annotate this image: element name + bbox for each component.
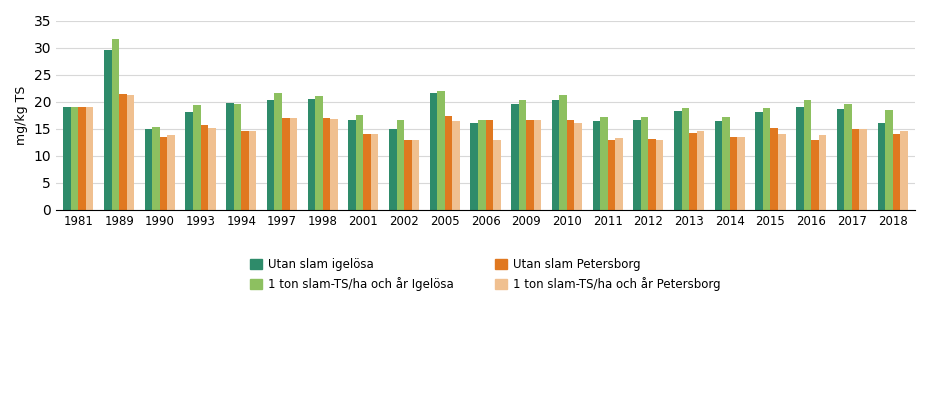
- Bar: [770, 128, 778, 210]
- Bar: [560, 95, 567, 210]
- Bar: [71, 107, 78, 210]
- Bar: [63, 107, 71, 210]
- Bar: [778, 134, 786, 210]
- Bar: [607, 139, 615, 210]
- Bar: [485, 120, 493, 210]
- Bar: [900, 131, 908, 210]
- Bar: [267, 100, 274, 210]
- Bar: [323, 118, 330, 210]
- Bar: [674, 112, 682, 210]
- Bar: [689, 133, 697, 210]
- Bar: [551, 100, 560, 210]
- Bar: [682, 108, 689, 210]
- Bar: [600, 117, 607, 210]
- Bar: [86, 107, 94, 210]
- Bar: [126, 95, 134, 210]
- Bar: [364, 134, 371, 210]
- Bar: [878, 123, 885, 210]
- Bar: [641, 117, 648, 210]
- Bar: [478, 120, 485, 210]
- Bar: [575, 123, 582, 210]
- Bar: [715, 121, 723, 210]
- Bar: [274, 93, 282, 210]
- Bar: [371, 134, 379, 210]
- Bar: [804, 99, 811, 210]
- Bar: [437, 91, 445, 210]
- Bar: [648, 139, 656, 210]
- Bar: [201, 126, 208, 210]
- Bar: [885, 110, 893, 210]
- Bar: [193, 105, 201, 210]
- Bar: [282, 118, 289, 210]
- Bar: [78, 107, 86, 210]
- Bar: [471, 123, 478, 210]
- Bar: [396, 120, 405, 210]
- Bar: [330, 119, 338, 210]
- Bar: [737, 137, 745, 210]
- Legend: Utan slam igelösa, 1 ton slam-TS/ha och år Igelösa, Utan slam Petersborg, 1 ton : Utan slam igelösa, 1 ton slam-TS/ha och …: [246, 254, 725, 296]
- Bar: [289, 118, 297, 210]
- Bar: [119, 94, 126, 210]
- Bar: [615, 138, 623, 210]
- Bar: [852, 129, 859, 210]
- Bar: [512, 104, 519, 210]
- Bar: [796, 107, 804, 210]
- Bar: [167, 135, 175, 210]
- Bar: [893, 134, 900, 210]
- Bar: [723, 117, 730, 210]
- Bar: [755, 112, 763, 210]
- Bar: [445, 116, 452, 210]
- Bar: [730, 137, 737, 210]
- Bar: [656, 139, 663, 210]
- Bar: [160, 137, 167, 210]
- Bar: [452, 121, 459, 210]
- Bar: [763, 108, 770, 210]
- Bar: [315, 96, 323, 210]
- Bar: [405, 139, 412, 210]
- Bar: [112, 40, 119, 210]
- Bar: [208, 128, 216, 210]
- Bar: [233, 104, 241, 210]
- Bar: [389, 129, 396, 210]
- Bar: [493, 139, 500, 210]
- Bar: [844, 104, 852, 210]
- Y-axis label: mg/kg TS: mg/kg TS: [15, 86, 28, 145]
- Bar: [519, 100, 526, 210]
- Bar: [185, 112, 193, 210]
- Bar: [153, 127, 160, 210]
- Bar: [811, 139, 818, 210]
- Bar: [534, 120, 541, 210]
- Bar: [837, 109, 844, 210]
- Bar: [104, 50, 112, 210]
- Bar: [567, 120, 575, 210]
- Bar: [412, 139, 419, 210]
- Bar: [697, 131, 704, 210]
- Bar: [526, 120, 534, 210]
- Bar: [349, 120, 356, 210]
- Bar: [145, 129, 153, 210]
- Bar: [249, 131, 257, 210]
- Bar: [308, 99, 315, 210]
- Bar: [592, 121, 600, 210]
- Bar: [818, 135, 826, 210]
- Bar: [226, 103, 233, 210]
- Bar: [356, 115, 364, 210]
- Bar: [430, 93, 437, 210]
- Bar: [633, 120, 641, 210]
- Bar: [859, 129, 867, 210]
- Bar: [241, 131, 249, 210]
